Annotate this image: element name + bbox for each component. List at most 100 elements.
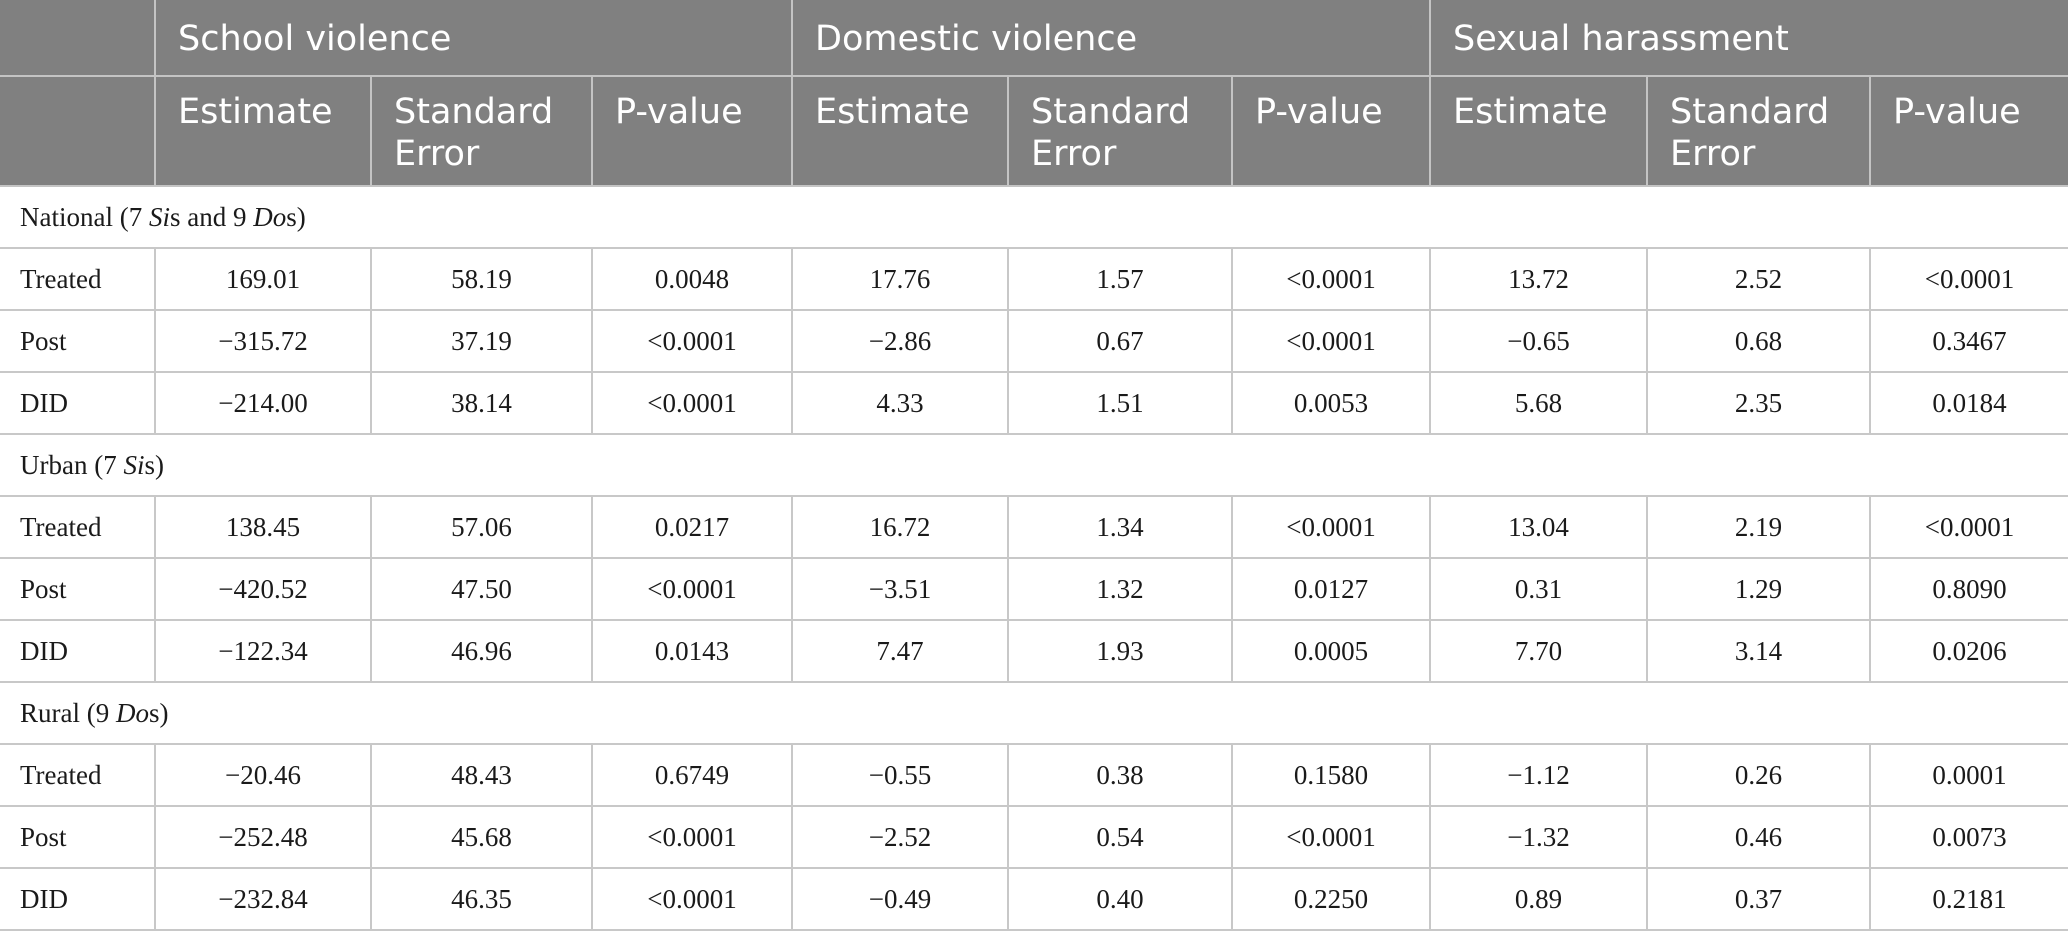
section-row: National (7 Sis and 9 Dos) xyxy=(0,185,2068,249)
header-corner-sub xyxy=(0,76,155,187)
table-cell: 0.6749 xyxy=(590,743,794,807)
row-label: Treated xyxy=(0,495,156,559)
table-cell: 5.68 xyxy=(1429,371,1649,435)
table-cell: −1.32 xyxy=(1429,805,1649,869)
row-label: Treated xyxy=(0,743,156,807)
table-cell: <0.0001 xyxy=(590,309,794,373)
table-cell: −20.46 xyxy=(154,743,372,807)
column-header-p-value: P-value xyxy=(590,76,793,187)
table-cell: <0.0001 xyxy=(590,557,794,621)
table-cell: 46.35 xyxy=(370,867,593,931)
table-cell: <0.0001 xyxy=(1231,309,1432,373)
table-cell: −2.52 xyxy=(791,805,1010,869)
table-cell: −1.12 xyxy=(1429,743,1649,807)
column-header-estimate: Estimate xyxy=(791,76,1009,187)
table-cell: 169.01 xyxy=(154,247,372,311)
section-row: Urban (7 Sis) xyxy=(0,433,2068,497)
table-cell: 2.35 xyxy=(1646,371,1872,435)
table-cell: 0.8090 xyxy=(1869,557,2068,621)
table-cell: 0.1580 xyxy=(1231,743,1432,807)
table-cell: <0.0001 xyxy=(590,805,794,869)
table-cell: −420.52 xyxy=(154,557,372,621)
table-cell: 7.70 xyxy=(1429,619,1649,683)
table-cell: 0.0001 xyxy=(1869,743,2068,807)
table-cell: 13.04 xyxy=(1429,495,1649,559)
table-cell: 0.0184 xyxy=(1869,371,2068,435)
row-label: DID xyxy=(0,371,156,435)
section-title-italic-part: Do xyxy=(115,697,149,728)
table-cell: −0.55 xyxy=(791,743,1010,807)
table-cell: 0.26 xyxy=(1646,743,1872,807)
table-cell: 1.57 xyxy=(1007,247,1234,311)
table-cell: −0.65 xyxy=(1429,309,1649,373)
table-row: DID −122.34 46.96 0.0143 7.47 1.93 0.0005 7.70 3… xyxy=(0,619,2068,683)
table-row: Treated 138.45 57.06 0.0217 16.72 1.34 <0.0001… xyxy=(0,495,2068,559)
table-cell: 0.67 xyxy=(1007,309,1234,373)
table-cell: 37.19 xyxy=(370,309,593,373)
table-cell: 45.68 xyxy=(370,805,593,869)
row-label: Post xyxy=(0,805,156,869)
table-cell: 0.0127 xyxy=(1231,557,1432,621)
table-cell: <0.0001 xyxy=(1869,495,2068,559)
section-title: National (7 Sis and 9 Dos) xyxy=(0,185,2068,249)
column-header-standard-error: Standard Error xyxy=(1007,76,1233,187)
subcolumn-header-row: Estimate Standard Error P-value Estimate… xyxy=(0,76,2068,187)
table-cell: 57.06 xyxy=(370,495,593,559)
table-cell: 58.19 xyxy=(370,247,593,311)
table-cell: 2.52 xyxy=(1646,247,1872,311)
column-header-standard-error: Standard Error xyxy=(1646,76,1871,187)
table-cell: −3.51 xyxy=(791,557,1010,621)
table-row: DID −214.00 38.14 <0.0001 4.33 1.51 0.0053 5.68… xyxy=(0,371,2068,435)
table-row: Post −315.72 37.19 <0.0001 −2.86 0.67 <0.0001−… xyxy=(0,309,2068,373)
section-title-part: National (7 xyxy=(20,201,149,232)
table-cell: <0.0001 xyxy=(1231,247,1432,311)
section-title-part: s) xyxy=(286,201,306,232)
table-cell: 0.0206 xyxy=(1869,619,2068,683)
table-cell: −0.49 xyxy=(791,867,1010,931)
table-header: School violence Domestic violence Sexual… xyxy=(0,0,2068,187)
table-cell: <0.0001 xyxy=(1231,805,1432,869)
table-cell: 0.54 xyxy=(1007,805,1234,869)
table-row: Treated 169.01 58.19 0.0048 17.76 1.57 <0.0001… xyxy=(0,247,2068,311)
table-cell: 0.37 xyxy=(1646,867,1872,931)
section-title-italic-part: Si xyxy=(148,201,170,232)
table-cell: 13.72 xyxy=(1429,247,1649,311)
table-cell: 7.47 xyxy=(791,619,1010,683)
group-header-row: School violence Domestic violence Sexual… xyxy=(0,0,2068,77)
table-cell: 0.0053 xyxy=(1231,371,1432,435)
table-cell: 0.0143 xyxy=(590,619,794,683)
section-title-part: s) xyxy=(148,697,169,728)
table-cell: 0.2181 xyxy=(1869,867,2068,931)
section-row: Rural (9 Dos) xyxy=(0,681,2068,745)
table-cell: −232.84 xyxy=(154,867,372,931)
section-title: Urban (7 Sis) xyxy=(0,433,2068,497)
row-label: DID xyxy=(0,867,156,931)
table-cell: 4.33 xyxy=(791,371,1010,435)
table-cell: <0.0001 xyxy=(1869,247,2068,311)
table-cell: 38.14 xyxy=(370,371,593,435)
table-cell: 0.0073 xyxy=(1869,805,2068,869)
column-header-p-value: P-value xyxy=(1869,76,2068,187)
table-row: Treated −20.46 48.43 0.6749 −0.55 0.38 0.1580−… xyxy=(0,743,2068,807)
group-header-domestic-violence: Domestic violence xyxy=(791,0,1431,77)
column-header-standard-error: Standard Error xyxy=(370,76,592,187)
table-cell: 46.96 xyxy=(370,619,593,683)
table-cell: 0.46 xyxy=(1646,805,1872,869)
table-row: Post −420.52 47.50 <0.0001 −3.51 1.32 0.0127 0.… xyxy=(0,557,2068,621)
table-body: National (7 Sis and 9 Dos) Treated 169.01 5… xyxy=(0,185,2068,931)
table-cell: <0.0001 xyxy=(590,371,794,435)
table-cell: <0.0001 xyxy=(1231,495,1432,559)
row-label: DID xyxy=(0,619,156,683)
table-cell: 0.0005 xyxy=(1231,619,1432,683)
table-cell: 1.93 xyxy=(1007,619,1234,683)
table-cell: −214.00 xyxy=(154,371,372,435)
section-title-part: s and 9 xyxy=(169,201,254,232)
table-cell: −315.72 xyxy=(154,309,372,373)
table-cell: 1.51 xyxy=(1007,371,1234,435)
table-row: DID −232.84 46.35 <0.0001 −0.49 0.40 0.2250 0.8… xyxy=(0,867,2068,931)
table-cell: 16.72 xyxy=(791,495,1010,559)
table-cell: 47.50 xyxy=(370,557,593,621)
row-label: Treated xyxy=(0,247,156,311)
column-header-estimate: Estimate xyxy=(1429,76,1648,187)
